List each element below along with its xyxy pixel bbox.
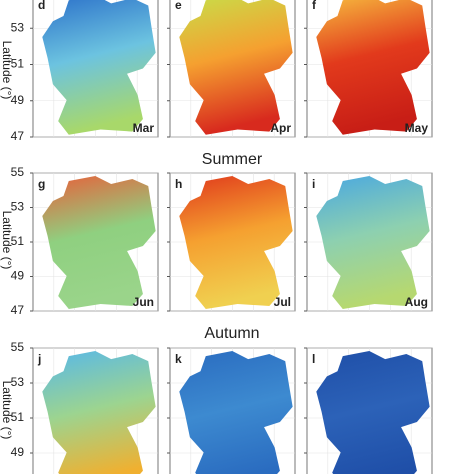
y-axis-label: Latitude (°) bbox=[0, 211, 14, 270]
y-tick-label: 49 bbox=[11, 93, 25, 107]
y-tick-label: 47 bbox=[11, 303, 25, 317]
country-map bbox=[179, 351, 293, 474]
month-label: May bbox=[405, 121, 429, 135]
country-map bbox=[316, 176, 430, 309]
panel-letter: i bbox=[312, 177, 315, 191]
y-tick-label: 55 bbox=[11, 340, 25, 354]
y-tick-label: 51 bbox=[11, 57, 25, 71]
y-tick-label: 55 bbox=[11, 165, 25, 179]
y-tick-label: 53 bbox=[11, 200, 25, 214]
y-axis-label: Latitude (°) bbox=[0, 381, 14, 440]
country-map bbox=[42, 176, 156, 309]
row-title: Summer bbox=[202, 151, 263, 168]
panel-letter: k bbox=[175, 352, 182, 366]
month-label: Aug bbox=[405, 295, 428, 309]
month-label: Jul bbox=[274, 295, 291, 309]
month-label: Jun bbox=[133, 295, 154, 309]
panel-letter: j bbox=[37, 352, 41, 366]
y-tick-label: 47 bbox=[11, 129, 25, 143]
panel-letter: f bbox=[312, 0, 317, 12]
country-map bbox=[316, 351, 430, 474]
row-title: Autumn bbox=[204, 325, 259, 342]
panel-letter: h bbox=[175, 177, 182, 191]
country-map bbox=[316, 0, 430, 135]
panel-letter: e bbox=[175, 0, 182, 12]
y-axis-label: Latitude (°) bbox=[0, 41, 14, 100]
panel-letter: g bbox=[38, 177, 45, 191]
y-tick-label: 53 bbox=[11, 20, 25, 34]
y-tick-label: 49 bbox=[11, 269, 25, 283]
country-map bbox=[179, 0, 293, 135]
panel-letter: l bbox=[312, 352, 315, 366]
month-label: Mar bbox=[133, 121, 155, 135]
country-map bbox=[42, 0, 156, 135]
panel-letter: d bbox=[38, 0, 45, 12]
y-tick-label: 53 bbox=[11, 375, 25, 389]
country-map bbox=[179, 176, 293, 309]
y-tick-label: 51 bbox=[11, 410, 25, 424]
country-map bbox=[42, 351, 156, 474]
y-tick-label: 49 bbox=[11, 445, 25, 459]
y-tick-label: 51 bbox=[11, 234, 25, 248]
month-label: Apr bbox=[270, 121, 291, 135]
